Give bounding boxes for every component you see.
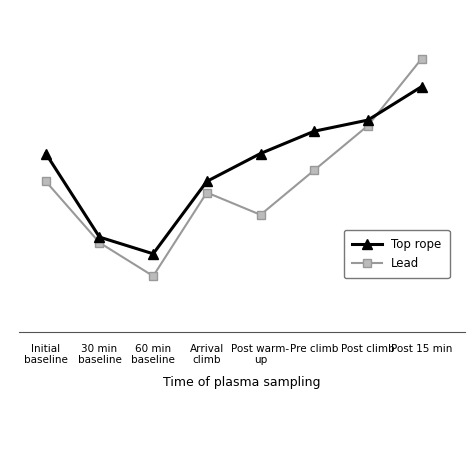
Top rope (43, 151, 49, 156)
Lead (150, 273, 156, 279)
Top rope (150, 251, 156, 256)
Lead (204, 190, 210, 195)
Lead (311, 167, 317, 173)
Legend: Top rope, Lead: Top rope, Lead (344, 230, 450, 278)
Lead (258, 212, 264, 218)
Line: Lead: Lead (42, 55, 426, 280)
Lead (365, 123, 371, 128)
X-axis label: Time of plasma sampling: Time of plasma sampling (163, 376, 320, 389)
Top rope (365, 117, 371, 123)
Lead (97, 240, 102, 246)
Top rope (204, 179, 210, 184)
Top rope (97, 234, 102, 240)
Lead (419, 56, 424, 62)
Top rope (258, 151, 264, 156)
Top rope (419, 84, 424, 90)
Line: Top rope: Top rope (41, 82, 427, 259)
Lead (43, 179, 49, 184)
Top rope (311, 128, 317, 134)
